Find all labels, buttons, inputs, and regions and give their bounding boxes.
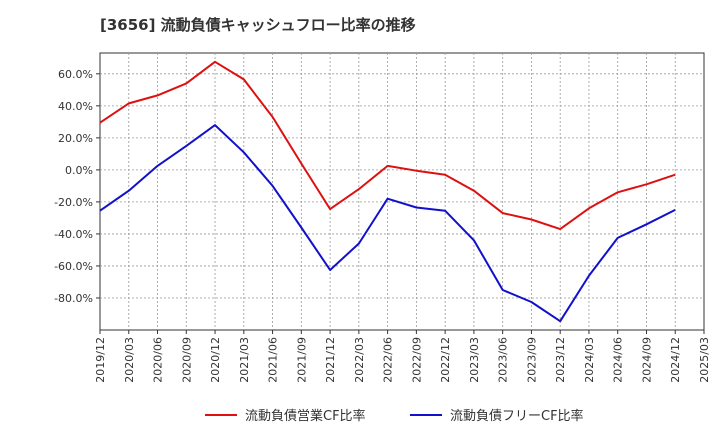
x-tick-label: 2025/03 xyxy=(698,337,711,383)
y-tick-label: -80.0% xyxy=(54,292,93,305)
y-tick-label: -20.0% xyxy=(54,196,93,209)
x-tick-label: 2021/06 xyxy=(267,337,280,383)
x-tick-label: 2020/09 xyxy=(180,337,193,383)
y-tick-label: 60.0% xyxy=(58,68,93,81)
x-tick-label: 2021/09 xyxy=(295,337,308,383)
x-tick-label: 2021/03 xyxy=(238,337,251,383)
x-tick-label: 2021/12 xyxy=(324,337,337,383)
x-tick-label: 2020/03 xyxy=(123,337,136,383)
series-line xyxy=(99,124,676,323)
x-tick-label: 2023/09 xyxy=(525,337,538,383)
x-tick-label: 2024/06 xyxy=(612,337,625,383)
x-axis-ticks: 2019/12 2020/03 2020/06 2020/09 2020/12 2021/… xyxy=(94,330,711,383)
y-tick-label: 20.0% xyxy=(58,132,93,145)
grid xyxy=(100,53,704,330)
x-tick-label: 2024/09 xyxy=(640,337,653,383)
y-tick-label: 0.0% xyxy=(65,164,93,177)
x-tick-label: 2022/09 xyxy=(410,337,423,383)
x-tick-label: 2020/06 xyxy=(152,337,165,383)
x-tick-label: 2023/06 xyxy=(497,337,510,383)
series-line xyxy=(99,60,676,231)
x-tick-label: 2022/12 xyxy=(439,337,452,383)
y-tick-label: -40.0% xyxy=(54,228,93,241)
x-tick-label: 2024/03 xyxy=(583,337,596,383)
x-tick-label: 2022/06 xyxy=(382,337,395,383)
x-tick-label: 2023/12 xyxy=(554,337,567,383)
plot-area xyxy=(99,52,705,331)
x-tick-label: 2024/12 xyxy=(669,337,682,383)
series-lines xyxy=(99,60,676,323)
y-tick-label: -60.0% xyxy=(54,260,93,273)
x-tick-label: 2020/12 xyxy=(209,337,222,383)
y-tick-label: 40.0% xyxy=(58,100,93,113)
x-tick-label: 2019/12 xyxy=(94,337,107,383)
x-tick-label: 2022/03 xyxy=(353,337,366,383)
legend-label: 流動負債フリーCF比率 xyxy=(450,408,584,424)
legend: 流動負債営業CF比率 流動負債フリーCF比率 xyxy=(205,408,584,424)
legend-label: 流動負債営業CF比率 xyxy=(245,408,366,424)
chart-title: [3656] 流動負債キャッシュフロー比率の推移 xyxy=(100,16,416,34)
x-tick-label: 2023/03 xyxy=(468,337,481,383)
y-axis-ticks: 60.0% 40.0% 20.0% 0.0% -20.0% -40.0% -60.0% -80… xyxy=(54,68,100,305)
